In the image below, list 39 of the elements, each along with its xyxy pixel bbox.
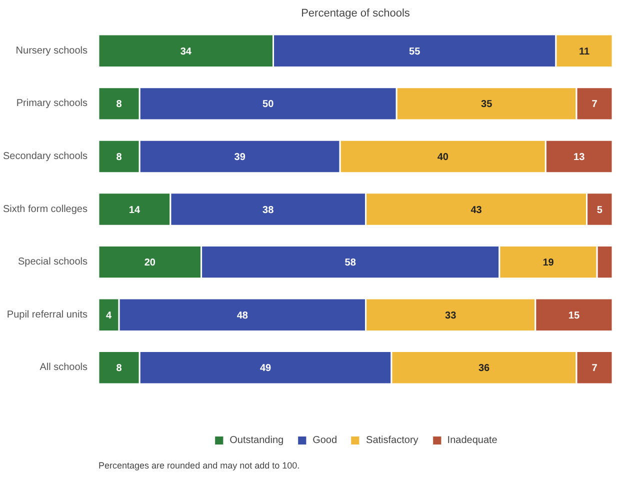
data-label: 43	[470, 204, 482, 216]
data-label: 39	[234, 152, 246, 163]
y-tick-label: Nursery schools	[16, 45, 88, 56]
legend-label: Satisfactory	[366, 434, 418, 446]
data-label: 15	[568, 310, 580, 322]
data-label: 7	[592, 99, 598, 110]
data-label: 13	[574, 152, 586, 163]
data-label: 35	[481, 99, 493, 110]
data-label: 36	[478, 363, 490, 374]
data-label: 38	[262, 204, 274, 216]
data-label: 14	[128, 204, 140, 216]
text: Percentages are rounded and may not add to 100.	[98, 460, 300, 470]
data-label: 19	[542, 258, 554, 269]
data-label: 11	[578, 46, 590, 58]
chart-title: Percentage of schools	[301, 8, 410, 20]
data-label: 5	[596, 204, 603, 216]
y-tick-label: Primary schools	[16, 98, 88, 110]
data-label: 55	[409, 46, 421, 58]
y-tick-label: Secondary schools	[3, 150, 88, 162]
data-label: 50	[262, 99, 274, 110]
data-label: 34	[180, 46, 192, 58]
data-label: 40	[437, 152, 449, 163]
data-label: 48	[236, 310, 248, 322]
data-label: 8	[116, 363, 122, 374]
data-label: 20	[144, 258, 156, 269]
y-tick-label: All schools	[40, 362, 88, 374]
data-label: 33	[445, 310, 457, 322]
data-label: 7	[592, 363, 598, 374]
legend-label: Inadequate	[447, 434, 498, 446]
legend-label: Good	[312, 434, 338, 446]
data-label: 4	[106, 310, 112, 322]
data-label: 8	[116, 99, 122, 110]
y-tick-label: Sixth form colleges	[3, 204, 88, 215]
data-label: 8	[116, 152, 122, 163]
y-tick-label: Pupil referral units	[6, 309, 88, 320]
legend-label: Outstanding	[230, 434, 284, 446]
data-label: 49	[260, 363, 272, 374]
y-tick-label: Special schools	[18, 256, 88, 268]
data-label: 58	[344, 258, 356, 269]
